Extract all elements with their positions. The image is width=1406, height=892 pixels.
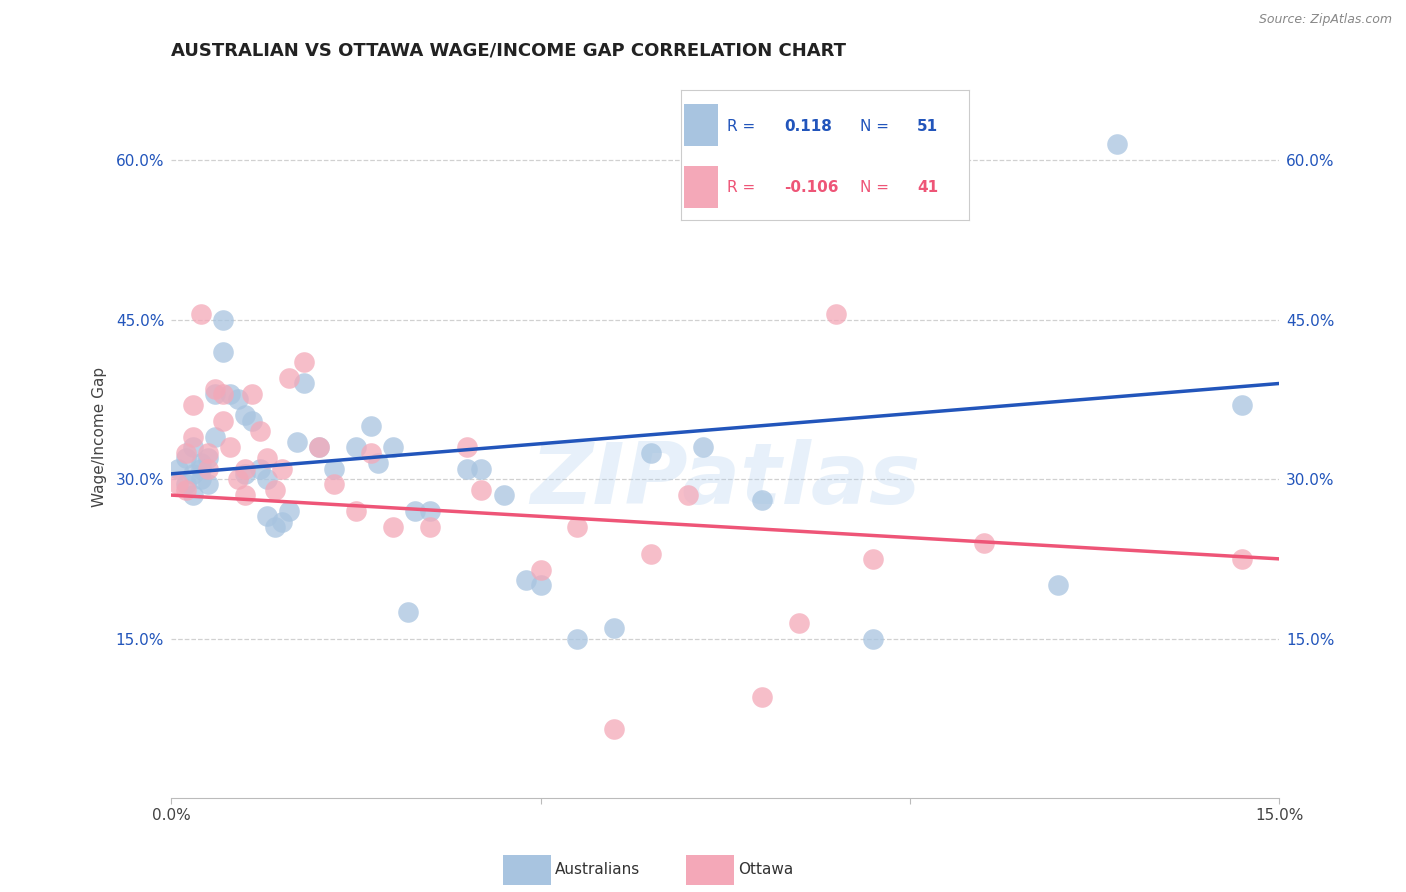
Point xyxy=(190,461,212,475)
Point xyxy=(640,547,662,561)
Text: Australians: Australians xyxy=(555,863,641,877)
Point xyxy=(567,520,589,534)
Point xyxy=(181,467,204,481)
Point xyxy=(190,472,212,486)
Point xyxy=(219,440,242,454)
Point xyxy=(825,307,848,321)
Point xyxy=(381,520,404,534)
Point xyxy=(470,483,492,497)
Point xyxy=(470,461,492,475)
Point xyxy=(211,387,233,401)
Point xyxy=(381,440,404,454)
Point xyxy=(360,445,382,459)
Point xyxy=(181,488,204,502)
Point xyxy=(492,488,515,502)
Point xyxy=(1046,578,1069,592)
Point xyxy=(529,562,551,576)
Point xyxy=(211,344,233,359)
Point xyxy=(226,392,249,407)
Point xyxy=(233,488,256,502)
Point xyxy=(211,312,233,326)
Point xyxy=(322,477,344,491)
Y-axis label: Wage/Income Gap: Wage/Income Gap xyxy=(93,367,107,507)
Point xyxy=(271,461,294,475)
Point xyxy=(456,461,478,475)
Point xyxy=(640,445,662,459)
Point xyxy=(233,409,256,423)
Point xyxy=(249,425,271,439)
Point xyxy=(204,387,226,401)
Point xyxy=(1105,137,1128,152)
Point xyxy=(344,504,367,518)
Point xyxy=(278,371,301,385)
Point xyxy=(515,573,537,587)
Point xyxy=(603,722,626,736)
Point xyxy=(360,419,382,434)
Text: Ottawa: Ottawa xyxy=(738,863,793,877)
Point xyxy=(197,461,219,475)
Point xyxy=(256,509,278,524)
Point xyxy=(678,488,700,502)
Point xyxy=(1232,398,1254,412)
Point xyxy=(263,483,285,497)
Point xyxy=(174,477,197,491)
Point xyxy=(396,605,419,619)
Point xyxy=(419,504,441,518)
Point xyxy=(308,440,330,454)
Point xyxy=(211,414,233,428)
Point xyxy=(256,472,278,486)
Point xyxy=(567,632,589,646)
Point xyxy=(862,552,884,566)
Point xyxy=(787,615,810,630)
Point xyxy=(233,461,256,475)
Point xyxy=(292,376,315,391)
Point xyxy=(973,536,995,550)
Point xyxy=(308,440,330,454)
Point xyxy=(181,429,204,443)
Text: Source: ZipAtlas.com: Source: ZipAtlas.com xyxy=(1258,13,1392,27)
Point xyxy=(174,445,197,459)
Point xyxy=(344,440,367,454)
Point xyxy=(240,387,263,401)
Point xyxy=(278,504,301,518)
Point xyxy=(174,450,197,465)
Point xyxy=(404,504,426,518)
Point xyxy=(219,387,242,401)
Point xyxy=(197,450,219,465)
Point xyxy=(751,690,773,704)
Point xyxy=(181,440,204,454)
Point xyxy=(256,450,278,465)
Point xyxy=(263,520,285,534)
Point xyxy=(529,578,551,592)
Point xyxy=(197,445,219,459)
Point xyxy=(190,456,212,470)
Point xyxy=(226,472,249,486)
Point xyxy=(1232,552,1254,566)
Point xyxy=(249,461,271,475)
Point xyxy=(197,477,219,491)
Point xyxy=(271,515,294,529)
Point xyxy=(322,461,344,475)
Point xyxy=(862,632,884,646)
Point xyxy=(419,520,441,534)
Point xyxy=(204,382,226,396)
Point xyxy=(190,307,212,321)
Point xyxy=(285,434,308,449)
Point xyxy=(292,355,315,369)
Point xyxy=(456,440,478,454)
Point xyxy=(181,398,204,412)
Point xyxy=(233,467,256,481)
Point xyxy=(167,461,190,475)
Point xyxy=(751,493,773,508)
Point xyxy=(240,414,263,428)
Text: ZIPatlas: ZIPatlas xyxy=(530,439,921,522)
Point xyxy=(603,621,626,635)
Point xyxy=(174,483,197,497)
Point xyxy=(692,440,714,454)
Point xyxy=(204,429,226,443)
Text: AUSTRALIAN VS OTTAWA WAGE/INCOME GAP CORRELATION CHART: AUSTRALIAN VS OTTAWA WAGE/INCOME GAP COR… xyxy=(172,42,846,60)
Point xyxy=(167,477,190,491)
Point xyxy=(367,456,389,470)
